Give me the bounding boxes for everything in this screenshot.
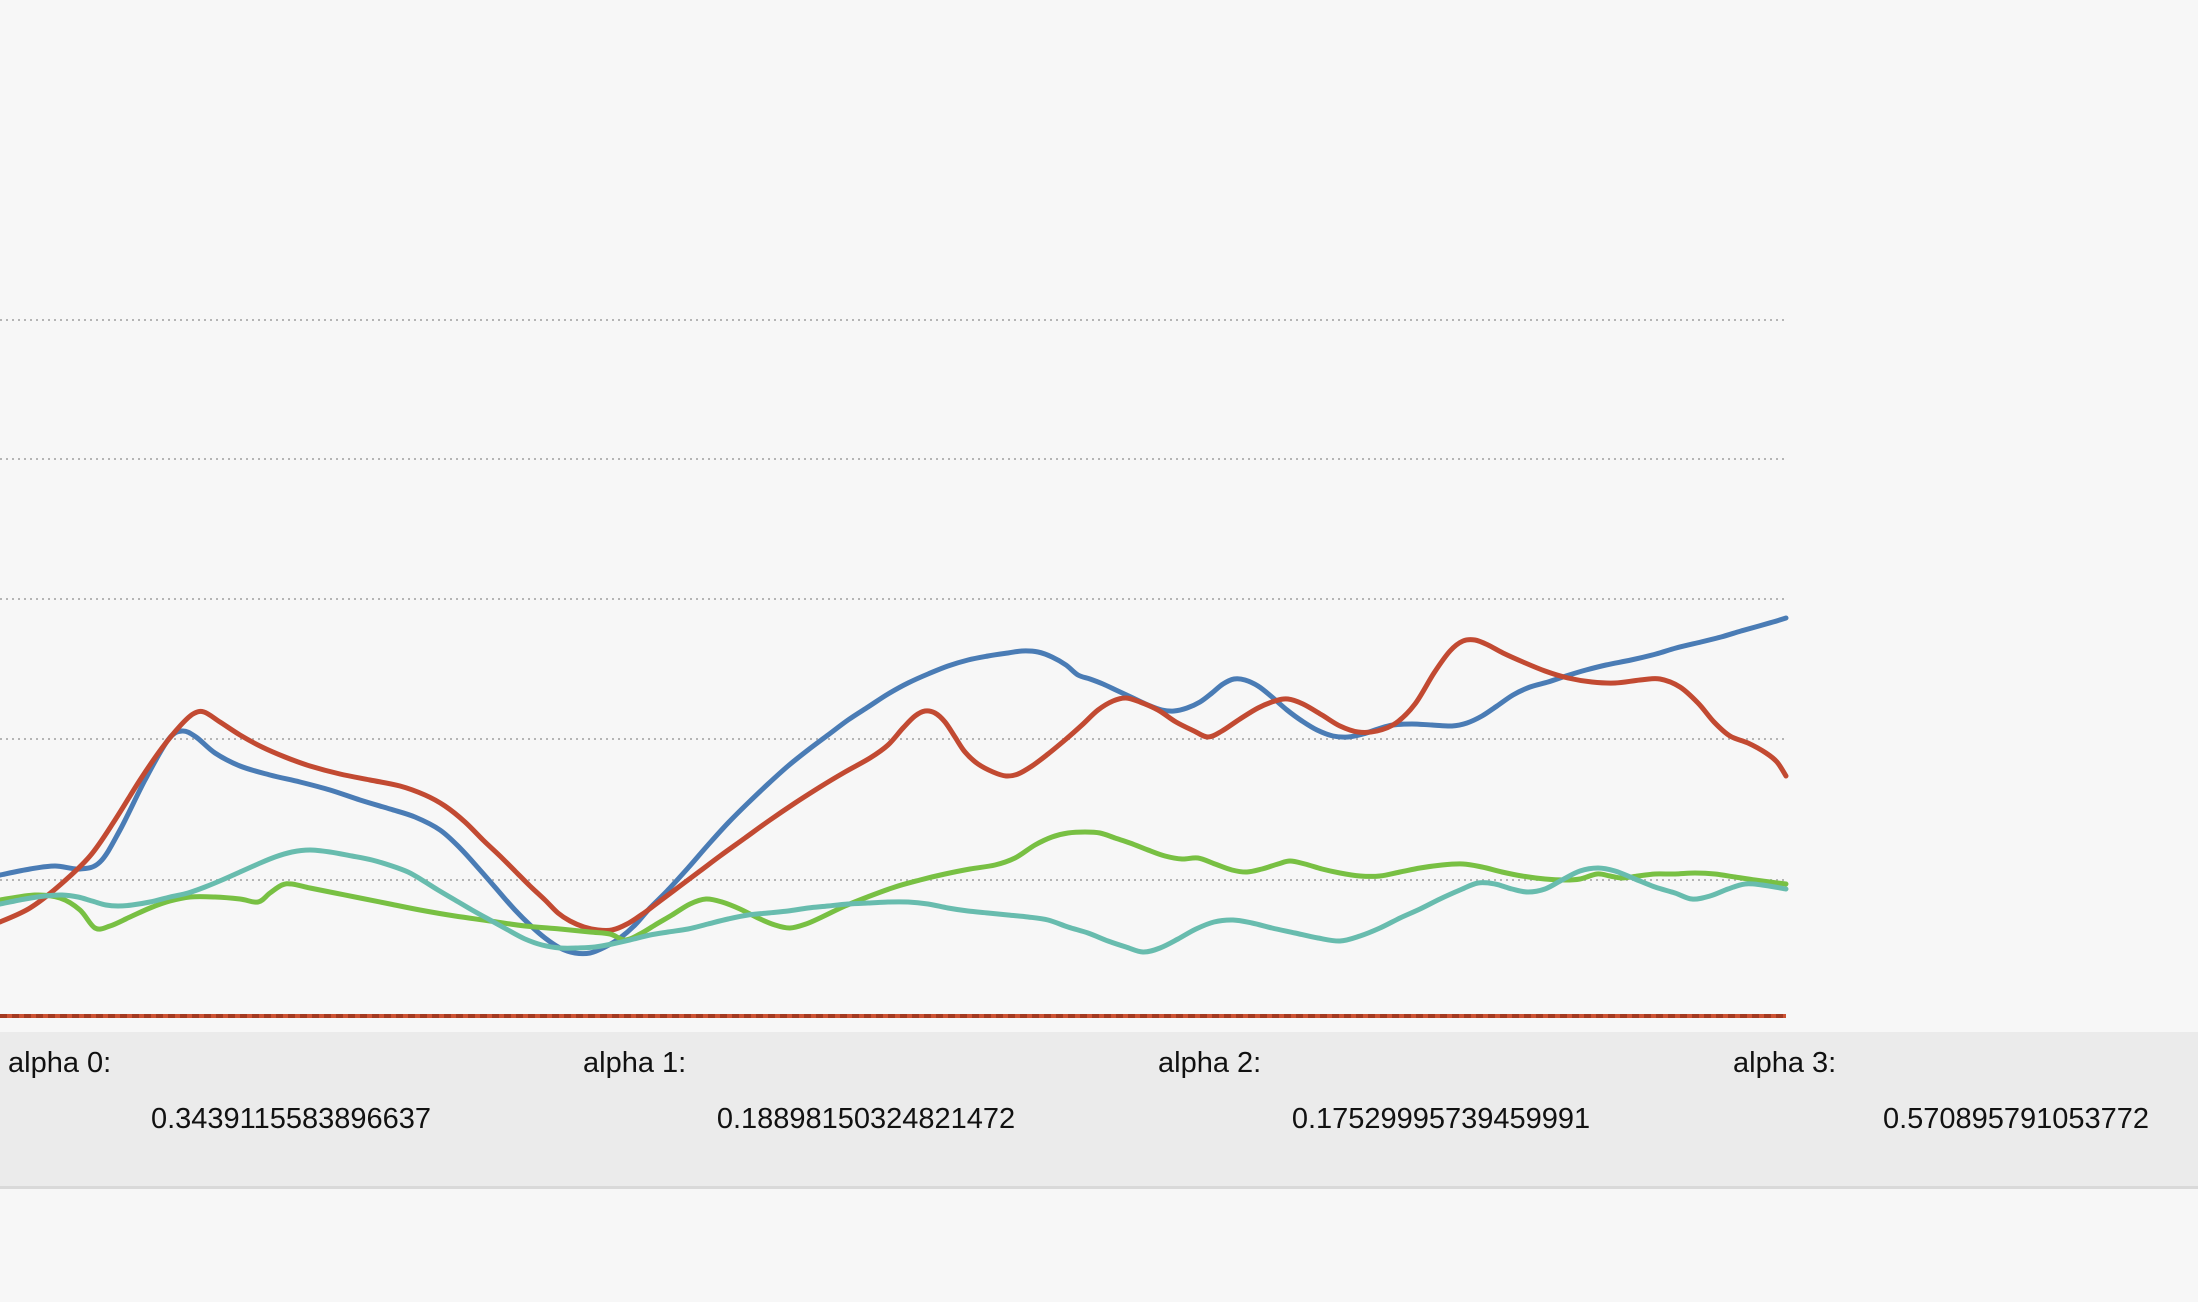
alpha-2-label: alpha 2:	[1158, 1047, 1262, 1079]
alpha-param-block-1: alpha 1: 0.18898150324821472	[583, 1046, 1158, 1136]
alpha-parameter-bar: alpha 0: 0.3439115583896637 alpha 1: 0.1…	[0, 1032, 2198, 1189]
alpha-3-label: alpha 3:	[1733, 1047, 1837, 1079]
alpha-3-value: 0.570895791053772	[1882, 1103, 2150, 1135]
alpha-param-block-2: alpha 2: 0.17529995739459991	[1158, 1046, 1733, 1136]
alpha-param-block-0: alpha 0: 0.3439115583896637	[8, 1046, 583, 1136]
line-chart	[0, 319, 1789, 1018]
alpha-param-block-3: alpha 3: 0.570895791053772	[1733, 1046, 2198, 1136]
alpha-0-value: 0.3439115583896637	[150, 1103, 432, 1135]
alpha-1-label: alpha 1:	[583, 1047, 687, 1079]
alpha-0-label: alpha 0:	[8, 1047, 112, 1079]
alpha-2-value: 0.17529995739459991	[1291, 1103, 1591, 1135]
alpha-1-value: 0.18898150324821472	[716, 1103, 1016, 1135]
